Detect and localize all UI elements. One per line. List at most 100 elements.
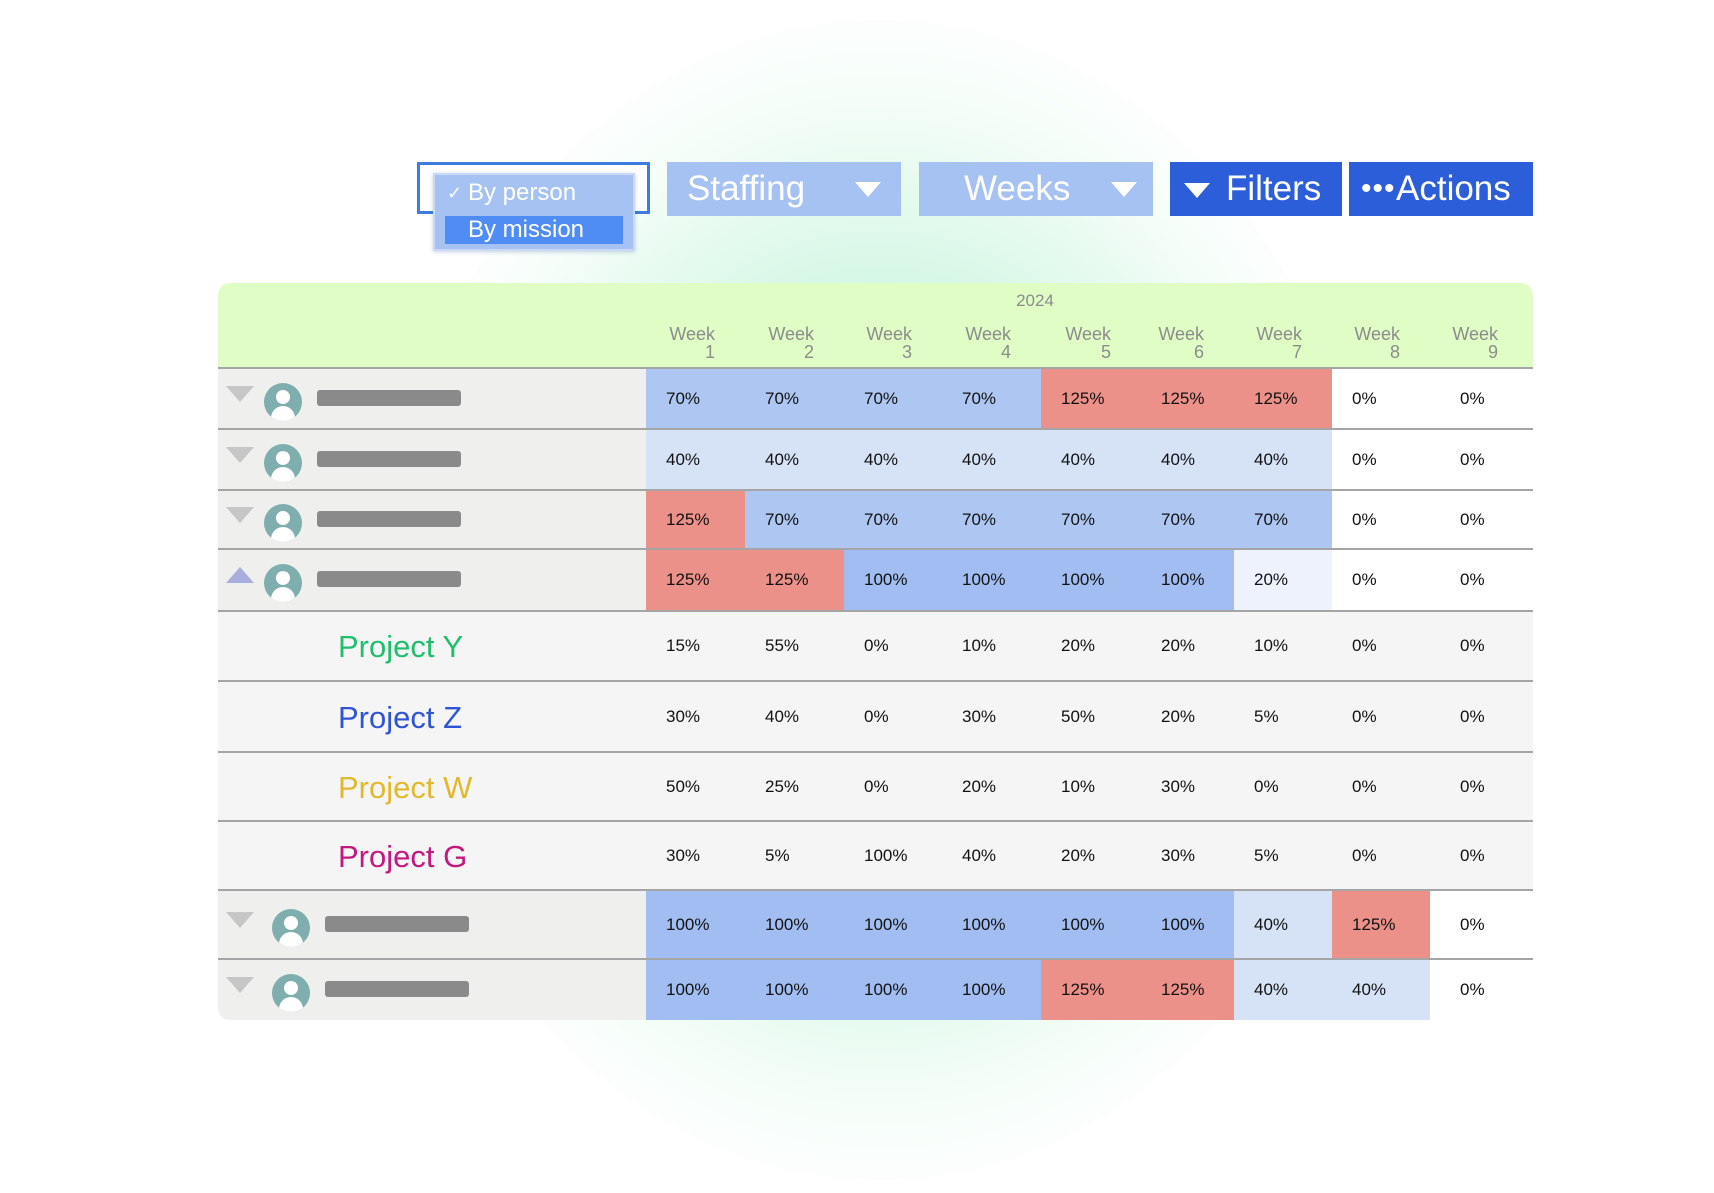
load-cell[interactable]: 10% xyxy=(942,612,1041,680)
load-cell[interactable]: 125% xyxy=(646,550,745,610)
view-option-by-person[interactable]: ✓ By person xyxy=(445,179,623,207)
load-cell[interactable]: 70% xyxy=(745,369,844,428)
actions-button[interactable]: ••• Actions xyxy=(1349,162,1533,216)
load-cell[interactable]: 20% xyxy=(1041,822,1141,889)
load-cell[interactable]: 100% xyxy=(1041,891,1141,958)
load-cell[interactable]: 50% xyxy=(1041,682,1141,751)
load-cell[interactable]: 10% xyxy=(1234,612,1332,680)
load-cell[interactable]: 125% xyxy=(1041,369,1141,428)
load-cell[interactable]: 30% xyxy=(646,682,745,751)
load-cell[interactable]: 100% xyxy=(646,891,745,958)
load-cell[interactable]: 0% xyxy=(1332,612,1430,680)
load-cell[interactable]: 25% xyxy=(745,753,844,820)
load-cell[interactable]: 30% xyxy=(646,822,745,889)
load-cell[interactable]: 0% xyxy=(1234,753,1332,820)
load-cell[interactable]: 125% xyxy=(1332,891,1430,958)
load-cell[interactable]: 0% xyxy=(1430,960,1528,1020)
load-cell[interactable]: 40% xyxy=(1234,891,1332,958)
project-name[interactable]: Project Z xyxy=(338,699,463,735)
load-cell[interactable]: 0% xyxy=(1332,682,1430,751)
load-cell[interactable]: 0% xyxy=(1430,550,1528,610)
expand-triangle-icon[interactable] xyxy=(226,446,254,463)
load-cell[interactable]: 0% xyxy=(1430,491,1528,548)
load-cell[interactable]: 40% xyxy=(745,682,844,751)
load-cell[interactable]: 100% xyxy=(745,960,844,1020)
person-row[interactable]: 70% 70% 70% 70% 125% 125% 125% 0% 0% xyxy=(218,369,1533,430)
load-cell[interactable]: 40% xyxy=(1234,430,1332,489)
load-cell[interactable]: 100% xyxy=(942,960,1041,1020)
load-cell[interactable]: 0% xyxy=(1430,430,1528,489)
load-cell[interactable]: 50% xyxy=(646,753,745,820)
person-row[interactable]: 100% 100% 100% 100% 125% 125% 40% 40% 0% xyxy=(218,960,1533,1020)
load-cell[interactable]: 30% xyxy=(942,682,1041,751)
load-cell[interactable]: 0% xyxy=(1430,369,1528,428)
load-cell[interactable]: 0% xyxy=(1430,891,1528,958)
load-cell[interactable]: 0% xyxy=(1332,430,1430,489)
person-row[interactable]: 40% 40% 40% 40% 40% 40% 40% 0% 0% xyxy=(218,430,1533,491)
load-cell[interactable]: 70% xyxy=(942,491,1041,548)
project-name[interactable]: Project Y xyxy=(338,629,464,664)
load-cell[interactable]: 20% xyxy=(942,753,1041,820)
load-cell[interactable]: 55% xyxy=(745,612,844,680)
load-cell[interactable]: 0% xyxy=(1430,612,1528,680)
project-name[interactable]: Project G xyxy=(338,838,468,874)
load-cell[interactable]: 40% xyxy=(942,430,1041,489)
expand-triangle-icon[interactable] xyxy=(226,506,254,523)
load-cell[interactable]: 40% xyxy=(1041,430,1141,489)
load-cell[interactable]: 5% xyxy=(745,822,844,889)
project-row[interactable]: Project W 50% 25% 0% 20% 10% 30% 0% 0% 0% xyxy=(218,753,1533,822)
load-cell[interactable]: 100% xyxy=(844,960,942,1020)
load-cell[interactable]: 10% xyxy=(1041,753,1141,820)
expand-triangle-icon[interactable] xyxy=(226,385,254,402)
load-cell[interactable]: 125% xyxy=(745,550,844,610)
expand-triangle-icon[interactable] xyxy=(226,911,254,928)
load-cell[interactable]: 20% xyxy=(1234,550,1332,610)
load-cell[interactable]: 125% xyxy=(1041,960,1141,1020)
load-cell[interactable]: 100% xyxy=(942,891,1041,958)
load-cell[interactable]: 100% xyxy=(745,891,844,958)
view-option-by-mission[interactable]: By mission xyxy=(445,216,623,244)
load-cell[interactable]: 125% xyxy=(1141,960,1234,1020)
load-cell[interactable]: 70% xyxy=(1234,491,1332,548)
load-cell[interactable]: 0% xyxy=(1430,753,1528,820)
load-cell[interactable]: 100% xyxy=(646,960,745,1020)
load-cell[interactable]: 5% xyxy=(1234,682,1332,751)
load-cell[interactable]: 30% xyxy=(1141,822,1234,889)
load-cell[interactable]: 70% xyxy=(942,369,1041,428)
load-cell[interactable]: 70% xyxy=(844,491,942,548)
load-cell[interactable]: 40% xyxy=(745,430,844,489)
filters-button[interactable]: Filters xyxy=(1170,162,1342,216)
project-name[interactable]: Project W xyxy=(338,769,473,805)
load-cell[interactable]: 0% xyxy=(1430,682,1528,751)
load-cell[interactable]: 20% xyxy=(1041,612,1141,680)
project-row[interactable]: Project Y 15% 55% 0% 10% 20% 20% 10% 0% 0% xyxy=(218,612,1533,682)
expand-triangle-icon[interactable] xyxy=(226,977,254,993)
load-cell[interactable]: 125% xyxy=(646,491,745,548)
load-cell[interactable]: 40% xyxy=(844,430,942,489)
load-cell[interactable]: 100% xyxy=(1041,550,1141,610)
load-cell[interactable]: 100% xyxy=(844,891,942,958)
load-cell[interactable]: 40% xyxy=(942,822,1041,889)
load-cell[interactable]: 0% xyxy=(1332,369,1430,428)
load-cell[interactable]: 15% xyxy=(646,612,745,680)
load-cell[interactable]: 0% xyxy=(844,682,942,751)
load-cell[interactable]: 40% xyxy=(1332,960,1430,1020)
load-cell[interactable]: 70% xyxy=(1041,491,1141,548)
load-cell[interactable]: 20% xyxy=(1141,682,1234,751)
load-cell[interactable]: 100% xyxy=(844,550,942,610)
load-cell[interactable]: 20% xyxy=(1141,612,1234,680)
load-cell[interactable]: 70% xyxy=(646,369,745,428)
collapse-triangle-icon[interactable] xyxy=(226,567,254,583)
project-row[interactable]: Project Z 30% 40% 0% 30% 50% 20% 5% 0% 0% xyxy=(218,682,1533,753)
load-cell[interactable]: 100% xyxy=(844,822,942,889)
person-row[interactable]: 100% 100% 100% 100% 100% 100% 40% 125% 0% xyxy=(218,891,1533,960)
load-cell[interactable]: 0% xyxy=(844,753,942,820)
load-cell[interactable]: 70% xyxy=(745,491,844,548)
load-cell[interactable]: 0% xyxy=(1332,491,1430,548)
load-cell[interactable]: 0% xyxy=(1430,822,1528,889)
load-cell[interactable]: 40% xyxy=(1141,430,1234,489)
load-cell[interactable]: 100% xyxy=(1141,891,1234,958)
load-cell[interactable]: 125% xyxy=(1234,369,1332,428)
load-cell[interactable]: 100% xyxy=(942,550,1041,610)
load-cell[interactable]: 40% xyxy=(646,430,745,489)
